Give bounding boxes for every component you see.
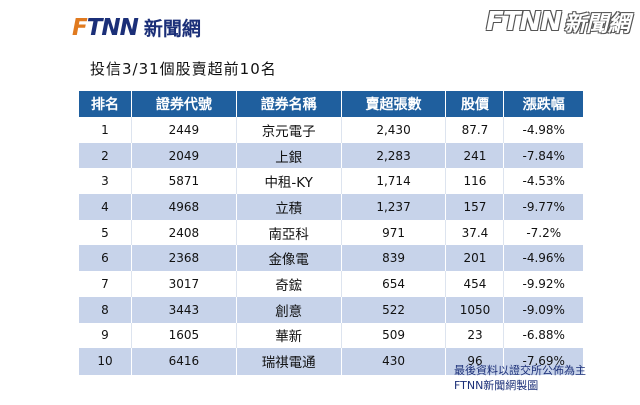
cell-rank: 1 — [79, 117, 132, 143]
header-rank: 排名 — [79, 91, 132, 117]
header-price: 股價 — [445, 91, 505, 117]
cell-change: -7.2% — [503, 219, 583, 246]
table-header-row: 排名 證券代號 證券名稱 賣超張數 股價 漲跌幅 — [79, 91, 583, 117]
table-row: 4 4968 立積 1,237 157 -9.77% — [79, 194, 583, 220]
cell-change: -4.96% — [503, 245, 583, 272]
table-row: 7 3017 奇鋐 654 454 -9.92% — [79, 271, 583, 297]
cell-name: 創意 — [236, 296, 342, 323]
cell-name: 金像電 — [236, 245, 342, 272]
logo-brand-cn: 新聞網 — [143, 18, 201, 40]
table-row: 9 1605 華新 509 23 -6.88% — [79, 322, 583, 349]
cell-price: 116 — [445, 168, 505, 195]
cell-code: 5871 — [131, 168, 237, 195]
cell-price: 1050 — [445, 296, 505, 323]
cell-sell-volume: 2,430 — [341, 117, 447, 143]
table-row: 5 2408 南亞科 971 37.4 -7.2% — [79, 219, 583, 246]
cell-price: 23 — [445, 322, 505, 349]
cell-price: 87.7 — [445, 117, 505, 143]
cell-code: 2449 — [131, 117, 237, 143]
page-title: 投信3/31個股賣超前10名 — [90, 60, 277, 78]
cell-rank: 6 — [79, 245, 132, 272]
footnote: 最後資料以證交所公佈為主 FTNN新聞網製圖 — [454, 363, 586, 393]
cell-name: 奇鋐 — [236, 271, 342, 297]
cell-name: 京元電子 — [236, 117, 342, 143]
cell-price: 96 — [445, 348, 505, 375]
watermark-brand-text: FTNN — [485, 7, 562, 37]
cell-sell-volume: 839 — [341, 245, 447, 272]
cell-code: 3017 — [131, 271, 237, 297]
cell-code: 1605 — [131, 322, 237, 349]
cell-change: -4.53% — [503, 168, 583, 195]
cell-rank: 3 — [79, 168, 132, 195]
table-row: 8 3443 創意 522 1050 -9.09% — [79, 296, 583, 323]
cell-sell-volume: 430 — [341, 348, 447, 375]
cell-name: 南亞科 — [236, 219, 342, 246]
cell-change: -9.09% — [503, 296, 583, 323]
cell-code: 2368 — [131, 245, 237, 272]
cell-sell-volume: 971 — [341, 219, 447, 246]
cell-code: 4968 — [131, 194, 237, 220]
cell-code: 2408 — [131, 219, 237, 246]
cell-rank: 8 — [79, 296, 132, 323]
cell-change: -4.98% — [503, 117, 583, 143]
table-row: 6 2368 金像電 839 201 -4.96% — [79, 245, 583, 272]
logo-brand-text: FTNN — [72, 14, 139, 41]
table-row: 10 6416 瑞祺電通 430 96 -7.69% — [79, 348, 583, 375]
cell-name: 上銀 — [236, 142, 342, 169]
cell-name: 華新 — [236, 322, 342, 349]
cell-change: -9.92% — [503, 271, 583, 297]
cell-rank: 9 — [79, 322, 132, 349]
table-row: 3 5871 中租-KY 1,714 116 -4.53% — [79, 168, 583, 195]
cell-rank: 4 — [79, 194, 132, 220]
ftnn-watermark: FTNN 新聞網 — [486, 6, 630, 38]
ftnn-logo: FTNN 新聞網 — [72, 14, 201, 41]
cell-name: 中租-KY — [236, 168, 342, 195]
cell-rank: 7 — [79, 271, 132, 297]
watermark-brand-cn: 新聞網 — [563, 12, 630, 37]
cell-price: 37.4 — [445, 219, 505, 246]
cell-name: 瑞祺電通 — [236, 348, 342, 375]
footnote-credit: FTNN新聞網製圖 — [454, 379, 539, 392]
cell-code: 6416 — [131, 348, 237, 375]
cell-sell-volume: 1,714 — [341, 168, 447, 195]
header-code: 證券代號 — [131, 91, 237, 117]
cell-rank: 2 — [79, 142, 132, 169]
cell-code: 2049 — [131, 142, 237, 169]
footnote-source: 最後資料以證交所公佈為主 — [454, 364, 586, 377]
cell-sell-volume: 2,283 — [341, 142, 447, 169]
header-sell-volume: 賣超張數 — [341, 91, 447, 117]
cell-change: -7.69% — [503, 348, 583, 375]
cell-sell-volume: 1,237 — [341, 194, 447, 220]
cell-rank: 5 — [79, 219, 132, 246]
cell-price: 241 — [445, 142, 505, 169]
cell-sell-volume: 522 — [341, 296, 447, 323]
header-name: 證券名稱 — [236, 91, 342, 117]
cell-change: -7.84% — [503, 142, 583, 169]
stock-table: 排名 證券代號 證券名稱 賣超張數 股價 漲跌幅 1 2449 京元電子 2,430 8… — [79, 91, 583, 375]
cell-sell-volume: 509 — [341, 322, 447, 349]
header-change: 漲跌幅 — [503, 91, 583, 117]
cell-price: 454 — [445, 271, 505, 297]
cell-change: -9.77% — [503, 194, 583, 220]
cell-code: 3443 — [131, 296, 237, 323]
cell-price: 157 — [445, 194, 505, 220]
cell-rank: 10 — [79, 348, 132, 375]
cell-name: 立積 — [236, 194, 342, 220]
cell-change: -6.88% — [503, 322, 583, 349]
table-row: 1 2449 京元電子 2,430 87.7 -4.98% — [79, 117, 583, 143]
cell-sell-volume: 654 — [341, 271, 447, 297]
table-row: 2 2049 上銀 2,283 241 -7.84% — [79, 142, 583, 169]
cell-price: 201 — [445, 245, 505, 272]
